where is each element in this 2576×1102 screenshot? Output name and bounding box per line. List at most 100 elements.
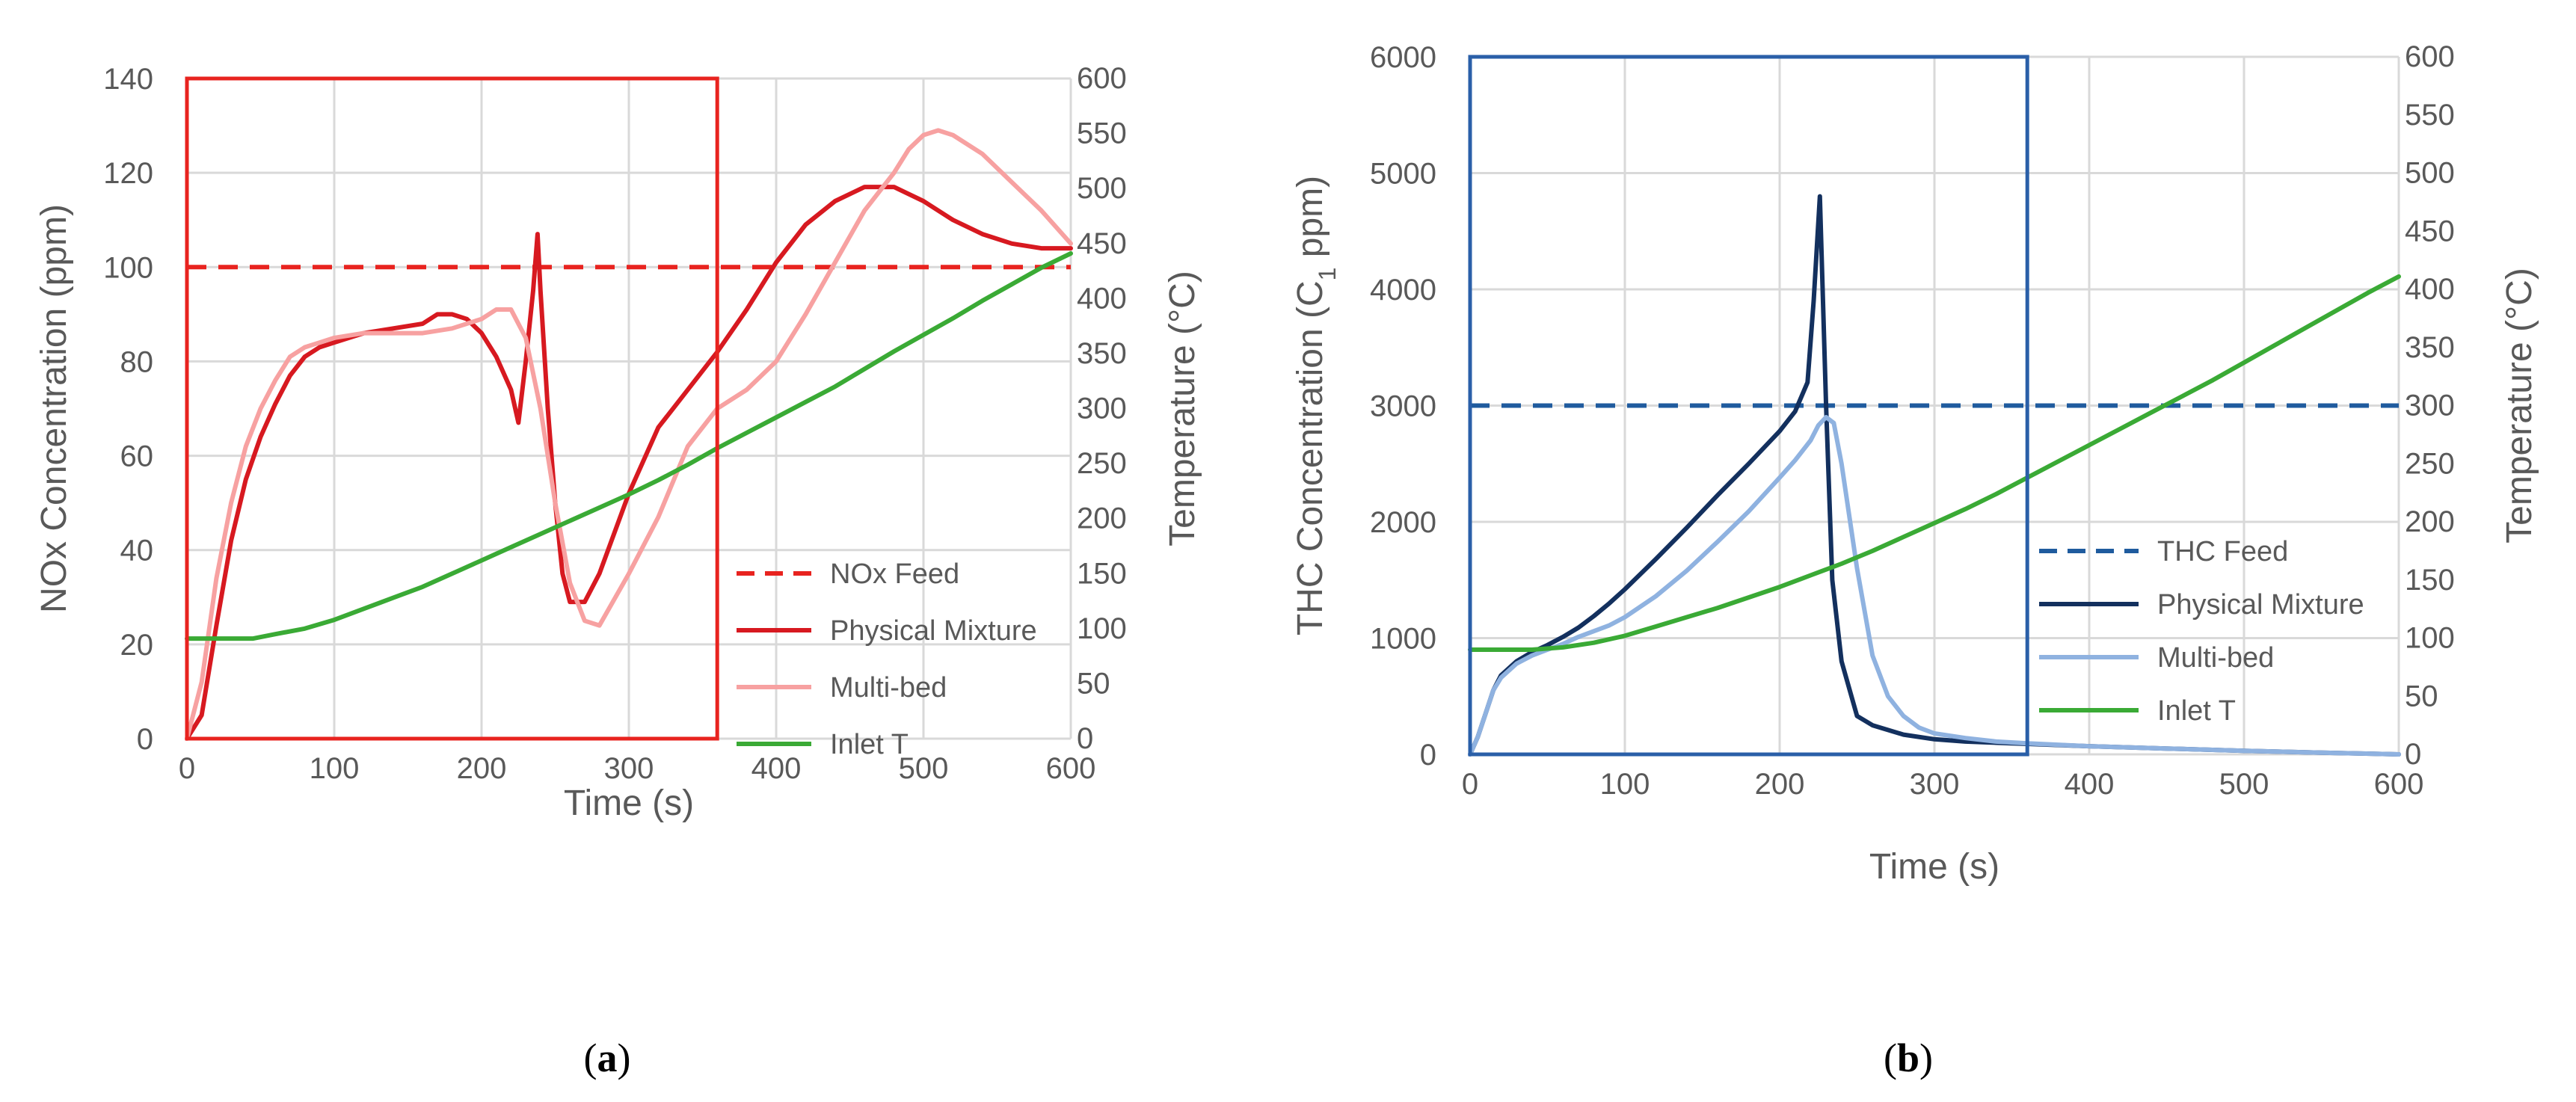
x-tick-label: 200 bbox=[457, 752, 507, 785]
y-left-tick-label: 80 bbox=[120, 345, 154, 378]
y-axis-left-title-tail: ppm) bbox=[1291, 176, 1330, 268]
series-line-inlet-t bbox=[1468, 274, 2401, 652]
y-right-tick-label: 300 bbox=[1077, 393, 1127, 425]
x-axis-title: Time (s) bbox=[564, 784, 694, 823]
y-axis-right-ticks: 0 50 100 150 200 250 300 350 400 450 500 550 600 bbox=[2405, 40, 2455, 771]
y-right-tick-label: 500 bbox=[1077, 172, 1127, 205]
x-tick-label: 300 bbox=[604, 752, 654, 785]
y-right-tick-label: 200 bbox=[2405, 505, 2455, 538]
y-right-tick-label: 450 bbox=[1077, 227, 1127, 260]
panel-label-open: ( bbox=[1884, 1035, 1897, 1080]
panel-label-open: ( bbox=[584, 1035, 597, 1080]
y-right-tick-label: 100 bbox=[1077, 612, 1127, 645]
x-tick-label: 500 bbox=[899, 752, 949, 785]
y-left-tick-label: 0 bbox=[137, 723, 153, 756]
series-line-multi-bed bbox=[1468, 415, 2401, 757]
x-tick-label: 600 bbox=[2374, 768, 2424, 801]
y-left-tick-label: 6000 bbox=[1370, 41, 1436, 74]
legend-entry-label: NOx Feed bbox=[830, 558, 959, 590]
x-axis-title: Time (s) bbox=[1869, 847, 1999, 887]
y-left-tick-label: 5000 bbox=[1370, 158, 1436, 191]
legend-entry-label: Physical Mixture bbox=[830, 615, 1037, 647]
x-axis-ticks: 0 100 200 300 400 500 600 bbox=[179, 752, 1096, 785]
y-left-tick-label: 100 bbox=[103, 251, 153, 284]
y-left-tick-label: 3000 bbox=[1370, 390, 1436, 423]
panel-label-letter: b bbox=[1897, 1035, 1919, 1080]
x-tick-label: 0 bbox=[179, 752, 195, 785]
y-axis-left-title-main: THC Concentration (C bbox=[1291, 280, 1330, 635]
y-right-tick-label: 350 bbox=[1077, 337, 1127, 370]
y-left-tick-label: 20 bbox=[120, 629, 154, 662]
y-right-tick-label: 600 bbox=[2405, 40, 2455, 73]
y-right-tick-label: 150 bbox=[2405, 564, 2455, 597]
y-right-tick-label: 350 bbox=[2405, 331, 2455, 364]
x-tick-label: 400 bbox=[751, 752, 802, 785]
panel-label-close: ) bbox=[618, 1035, 631, 1080]
y-right-tick-label: 0 bbox=[1077, 722, 1093, 755]
legend-entry-label: Inlet T bbox=[830, 729, 909, 760]
panel-label-close: ) bbox=[1919, 1035, 1933, 1080]
y-right-tick-label: 50 bbox=[1077, 667, 1110, 700]
y-right-tick-label: 550 bbox=[2405, 99, 2455, 132]
highlight-box bbox=[1468, 55, 2029, 757]
x-tick-label: 600 bbox=[1046, 752, 1096, 785]
y-right-tick-label: 200 bbox=[1077, 502, 1127, 535]
legend-entry-label: Inlet T bbox=[2157, 695, 2236, 727]
highlight-box bbox=[185, 76, 719, 741]
x-tick-label: 300 bbox=[1910, 768, 1960, 801]
legend: NOx Feed Physical Mixture Multi-bed Inlet T bbox=[737, 558, 1037, 760]
y-left-tick-label: 120 bbox=[103, 157, 153, 190]
y-right-tick-label: 50 bbox=[2405, 680, 2438, 712]
y-axis-right-ticks: 0 50 100 150 200 250 300 350 400 450 500 550 600 bbox=[1077, 62, 1127, 755]
panel-label: (b) bbox=[1884, 1035, 1933, 1080]
x-tick-label: 100 bbox=[310, 752, 360, 785]
y-axis-left-title: THC Concentration (C1 ppm) bbox=[1291, 176, 1341, 635]
x-axis-ticks: 0 100 200 300 400 500 600 bbox=[1462, 768, 2424, 801]
series-line-physical-mixture bbox=[185, 185, 1073, 741]
series-line-inlet-t bbox=[185, 251, 1073, 641]
legend-entry-label: Multi-bed bbox=[2157, 642, 2274, 674]
y-right-tick-label: 400 bbox=[2405, 273, 2455, 306]
x-tick-label: 200 bbox=[1755, 768, 1805, 801]
y-axis-right-title: Temperature (°C) bbox=[2500, 268, 2539, 544]
y-right-tick-label: 400 bbox=[1077, 282, 1127, 315]
legend-entry-label: THC Feed bbox=[2157, 536, 2288, 567]
legend-entry-label: Physical Mixture bbox=[2157, 589, 2364, 621]
legend-entry-label: Multi-bed bbox=[830, 672, 947, 704]
chart-panel-a: 0 100 200 300 400 500 600020406080100120140050… bbox=[34, 62, 1202, 1080]
y-right-tick-label: 0 bbox=[2405, 738, 2421, 771]
y-left-tick-label: 2000 bbox=[1370, 506, 1436, 539]
chart-panel-b: 0 100 200 300 400 500 600010002000300040005000… bbox=[1291, 40, 2539, 1080]
y-left-tick-label: 0 bbox=[1420, 739, 1436, 772]
y-axis-left-title: NOx Concentration (ppm) bbox=[34, 204, 74, 613]
y-right-tick-label: 500 bbox=[2405, 157, 2455, 190]
y-right-tick-label: 100 bbox=[2405, 622, 2455, 655]
y-right-tick-label: 600 bbox=[1077, 62, 1127, 95]
y-axis-left-ticks: 0 1000 2000 3000 4000 5000 6000 bbox=[1370, 41, 1436, 772]
y-right-tick-label: 550 bbox=[1077, 117, 1127, 150]
y-right-tick-label: 250 bbox=[2405, 447, 2455, 480]
y-axis-right-title: Temperature (°C) bbox=[1163, 271, 1202, 547]
y-axis-left-title-subscript: 1 bbox=[1314, 268, 1341, 281]
x-tick-label: 0 bbox=[1462, 768, 1478, 801]
series-line-multi-bed bbox=[185, 128, 1073, 741]
y-left-tick-label: 140 bbox=[103, 63, 153, 96]
y-left-tick-label: 4000 bbox=[1370, 274, 1436, 307]
y-right-tick-label: 150 bbox=[1077, 557, 1127, 590]
y-left-tick-label: 40 bbox=[120, 535, 154, 567]
legend: THC Feed Physical Mixture Multi-bed Inlet T bbox=[2039, 536, 2364, 727]
panel-label-letter: a bbox=[597, 1035, 618, 1080]
x-tick-label: 500 bbox=[2219, 768, 2269, 801]
y-axis-left-ticks: 0 20 40 60 80 100 120 140 bbox=[103, 63, 153, 756]
y-left-tick-label: 60 bbox=[120, 440, 154, 473]
y-right-tick-label: 300 bbox=[2405, 390, 2455, 422]
x-tick-label: 100 bbox=[1600, 768, 1650, 801]
y-right-tick-label: 450 bbox=[2405, 215, 2455, 247]
x-tick-label: 400 bbox=[2065, 768, 2115, 801]
series-group bbox=[1468, 194, 2401, 757]
y-left-tick-label: 1000 bbox=[1370, 623, 1436, 656]
series-group bbox=[185, 128, 1073, 741]
y-right-tick-label: 250 bbox=[1077, 447, 1127, 480]
panel-label: (a) bbox=[584, 1035, 631, 1080]
